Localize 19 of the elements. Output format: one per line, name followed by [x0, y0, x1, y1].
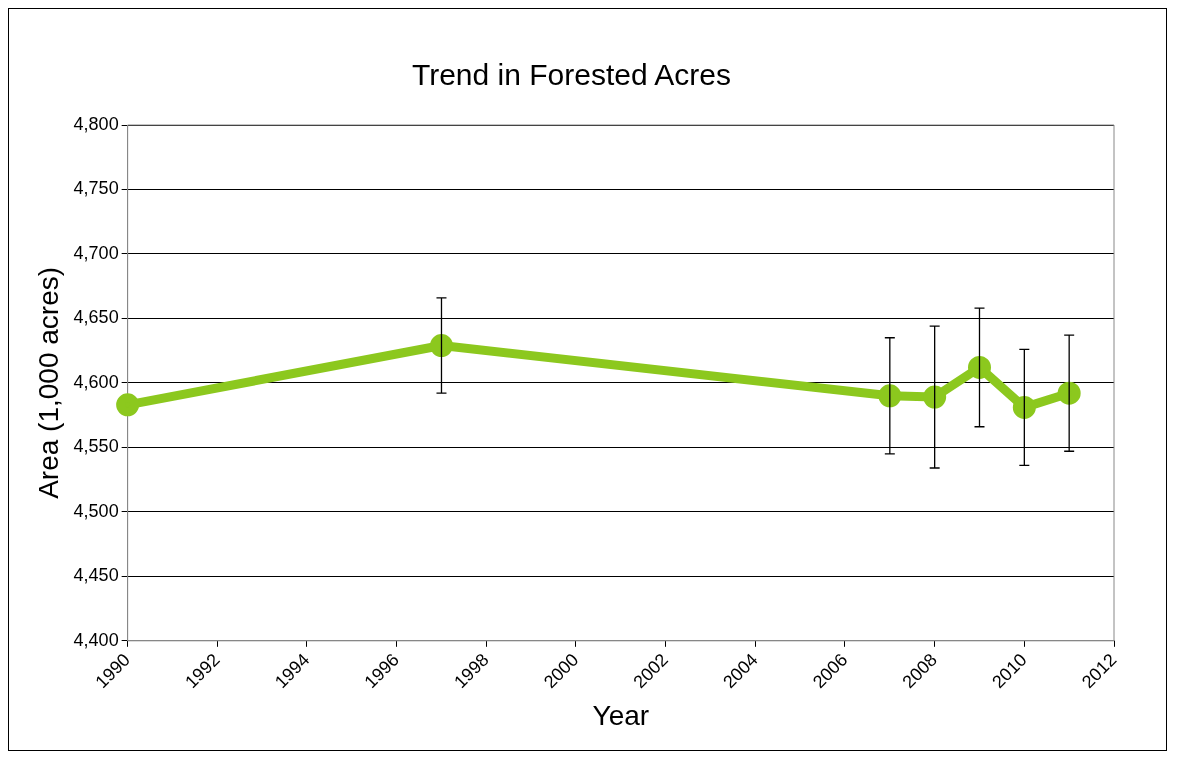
point — [923, 385, 947, 409]
point — [429, 334, 453, 358]
y-tick-label: 4,600 — [73, 371, 119, 392]
y-tick-label: 4,650 — [73, 307, 119, 328]
point — [1057, 381, 1081, 405]
point — [878, 384, 902, 408]
y-tick-label: 4,550 — [73, 436, 119, 457]
point — [116, 393, 140, 417]
chart-title: Trend in Forested Acres — [411, 58, 732, 92]
y-axis-title: Area (1,000 acres) — [32, 266, 64, 499]
y-tick-label: 4,450 — [73, 565, 119, 586]
point — [1012, 395, 1036, 419]
y-tick-label: 4,800 — [73, 113, 119, 134]
y-tick-label: 4,700 — [73, 242, 119, 263]
y-tick-label: 4,500 — [73, 500, 119, 521]
x-axis-title: Year — [592, 699, 650, 731]
point — [968, 355, 991, 379]
y-tick-label: 4,750 — [73, 178, 119, 199]
y-tick-label: 4,400 — [73, 629, 119, 650]
